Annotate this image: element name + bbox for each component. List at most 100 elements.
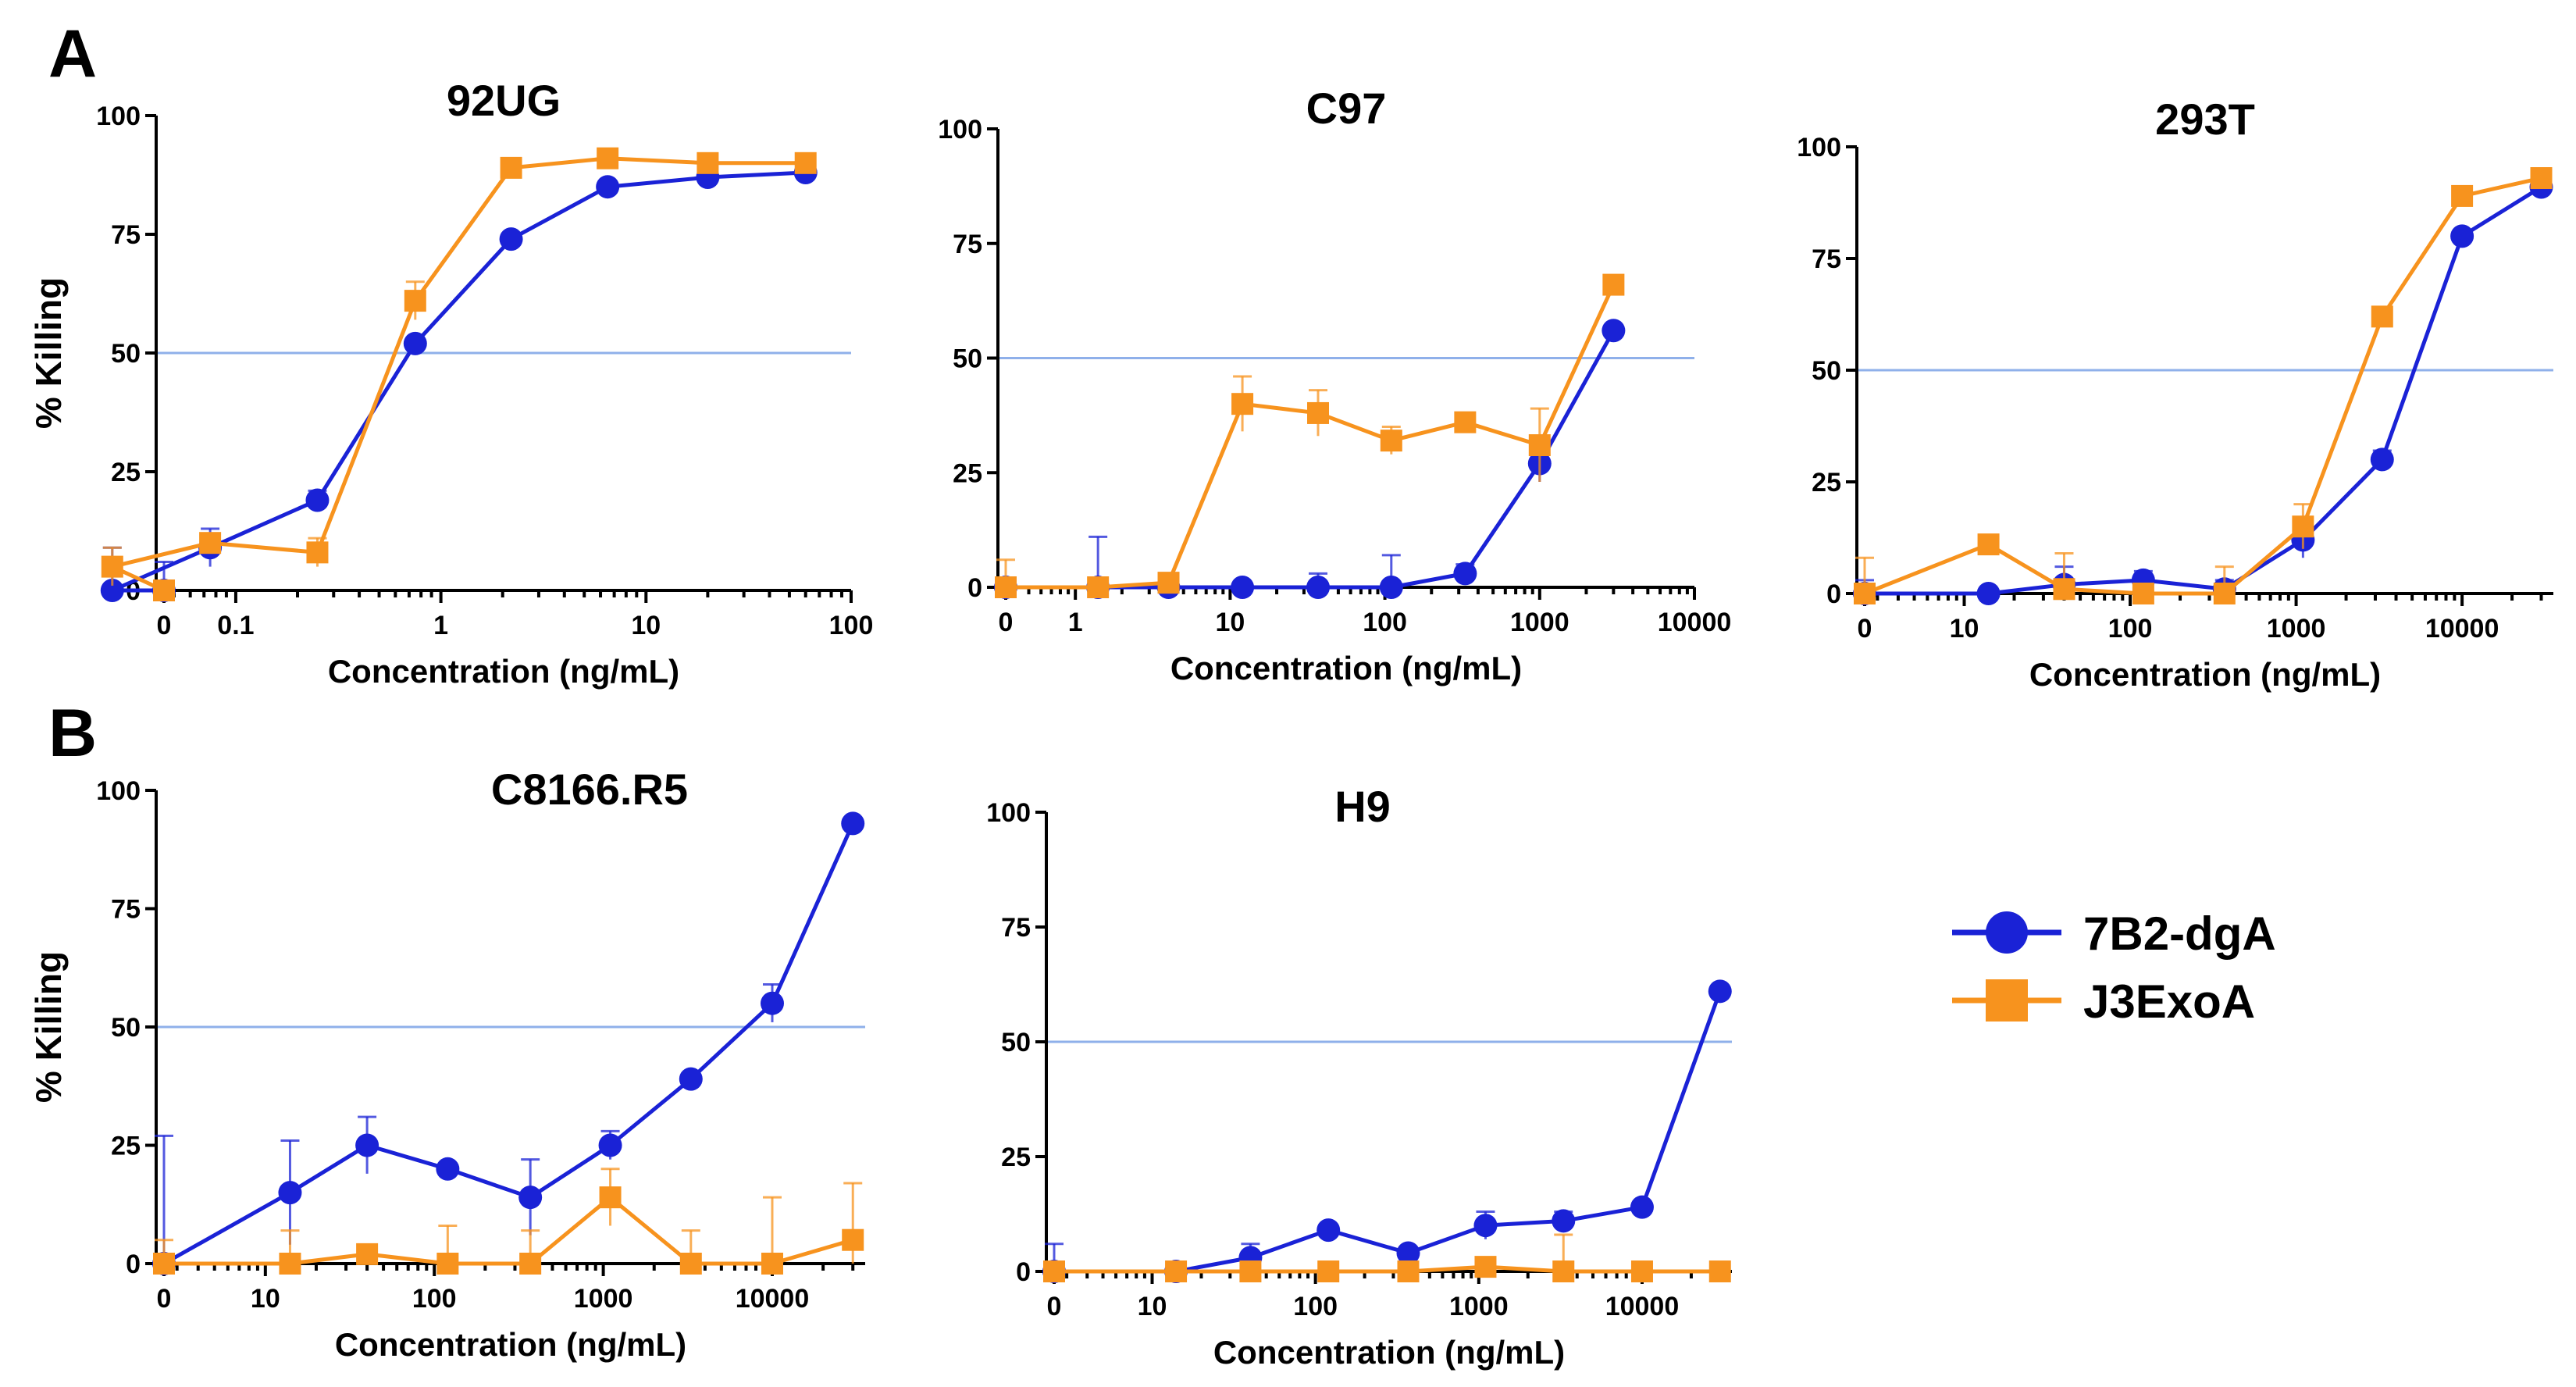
- data-point: [101, 555, 123, 578]
- x-tick-label: 10000: [2425, 614, 2499, 644]
- data-point: [1976, 582, 2001, 605]
- data-point: [761, 1253, 783, 1275]
- legend-marker-7b2-dga: [1986, 911, 2028, 954]
- x-tick-label: 100: [2108, 614, 2153, 644]
- y-tick-label: 0: [967, 573, 982, 603]
- x-tick-label: 10: [1138, 1292, 1167, 1321]
- y-tick-label: 0: [1016, 1257, 1031, 1287]
- data-point: [598, 1133, 622, 1157]
- series-7b2-dga: [1853, 175, 2553, 605]
- y-tick-label: 50: [111, 1013, 141, 1043]
- data-point: [2292, 515, 2314, 538]
- data-point: [153, 1253, 175, 1275]
- chart-title: 293T: [2155, 94, 2255, 144]
- data-point: [1231, 393, 1254, 415]
- series-line: [1864, 176, 2542, 596]
- x-tick-label: 0: [999, 608, 1014, 637]
- series-j3exoa: [101, 147, 817, 601]
- data-point: [1602, 273, 1625, 296]
- data-point: [1396, 1241, 1420, 1265]
- y-tick-label: 100: [938, 115, 982, 144]
- x-tick-label: 10000: [1605, 1292, 1680, 1321]
- x-tick-label: 10000: [736, 1284, 810, 1314]
- data-point: [679, 1253, 702, 1275]
- x-tick-label: 0.1: [217, 611, 254, 640]
- x-tick-label: 10: [251, 1284, 280, 1314]
- data-point: [2530, 167, 2553, 190]
- y-tick-label: 100: [986, 798, 1031, 828]
- series-j3exoa: [1043, 1233, 1731, 1282]
- data-point: [1602, 319, 1626, 343]
- data-point: [1307, 401, 1330, 424]
- y-tick-label: 75: [953, 230, 982, 259]
- y-tick-label: 0: [1826, 579, 1841, 609]
- y-tick-label: 25: [953, 458, 982, 488]
- data-point: [278, 1181, 302, 1205]
- data-point: [1239, 1260, 1262, 1282]
- data-point: [153, 579, 175, 601]
- y-tick-label: 25: [1001, 1143, 1031, 1172]
- x-tick-label: 0: [1858, 614, 1872, 644]
- data-point: [355, 1133, 379, 1157]
- y-tick-label: 75: [1812, 244, 1841, 274]
- series-j3exoa: [153, 1168, 864, 1275]
- y-tick-label: 25: [1812, 468, 1841, 497]
- data-point: [794, 152, 817, 174]
- chart-92ug: 92UG % Killing Concentration (ng/mL) 0 25 50 7…: [28, 76, 873, 690]
- data-point: [1630, 1195, 1654, 1219]
- data-point: [1453, 562, 1477, 586]
- series-line: [110, 156, 806, 593]
- y-tick-label: 100: [96, 102, 141, 131]
- data-point: [436, 1253, 459, 1275]
- data-point: [199, 532, 222, 554]
- data-point: [404, 290, 426, 312]
- data-point: [1454, 411, 1477, 433]
- x-tick-label: 1000: [574, 1284, 633, 1314]
- chart-title: 92UG: [447, 76, 561, 125]
- data-point: [599, 1186, 622, 1209]
- data-point: [279, 1253, 301, 1275]
- y-tick-label: 0: [126, 1250, 141, 1279]
- y-tick-label: 75: [111, 895, 141, 925]
- data-point: [1317, 1218, 1341, 1243]
- y-axis-label: % Killing: [28, 951, 69, 1103]
- y-axis-label: % Killing: [28, 277, 69, 429]
- y-tick-label: 100: [1797, 133, 1841, 162]
- data-point: [679, 1067, 703, 1091]
- series-line: [1054, 1264, 1720, 1274]
- data-point: [596, 175, 620, 199]
- legend-label-j3exoa: J3ExoA: [2083, 975, 2255, 1028]
- data-point: [2213, 583, 2236, 604]
- data-point: [1165, 1260, 1188, 1282]
- data-point: [842, 1228, 864, 1251]
- series-7b2-dga: [994, 319, 1626, 599]
- series-7b2-dga: [152, 811, 865, 1275]
- data-point: [1474, 1256, 1497, 1278]
- data-point: [1380, 430, 1402, 452]
- data-point: [1157, 572, 1180, 594]
- y-tick-label: 100: [96, 776, 141, 806]
- charts-group: 92UG % Killing Concentration (ng/mL) 0 25 50 7…: [28, 76, 2553, 1371]
- legend: 7B2-dgA J3ExoA: [1952, 907, 2276, 1028]
- data-point: [100, 579, 124, 602]
- series-line: [162, 822, 855, 1266]
- series-line: [1054, 990, 1723, 1274]
- series-j3exoa: [995, 273, 1625, 598]
- x-tick-label: 0: [1047, 1292, 1062, 1321]
- data-point: [1552, 1260, 1575, 1282]
- legend-item-7b2-dga: 7B2-dgA: [1952, 907, 2276, 960]
- data-point: [1087, 576, 1110, 598]
- data-point: [1708, 979, 1732, 1004]
- data-point: [436, 1157, 460, 1181]
- series-j3exoa: [1854, 167, 2553, 604]
- y-tick-label: 25: [111, 458, 141, 487]
- data-point: [760, 991, 784, 1015]
- x-tick-label: 1000: [2267, 614, 2326, 644]
- x-tick-label: 100: [1293, 1292, 1338, 1321]
- x-tick-label: 1: [433, 611, 448, 640]
- x-tick-label: 100: [829, 611, 874, 640]
- y-tick-label: 25: [111, 1132, 141, 1161]
- data-point: [1528, 434, 1551, 457]
- x-tick-label: 10: [1215, 608, 1245, 637]
